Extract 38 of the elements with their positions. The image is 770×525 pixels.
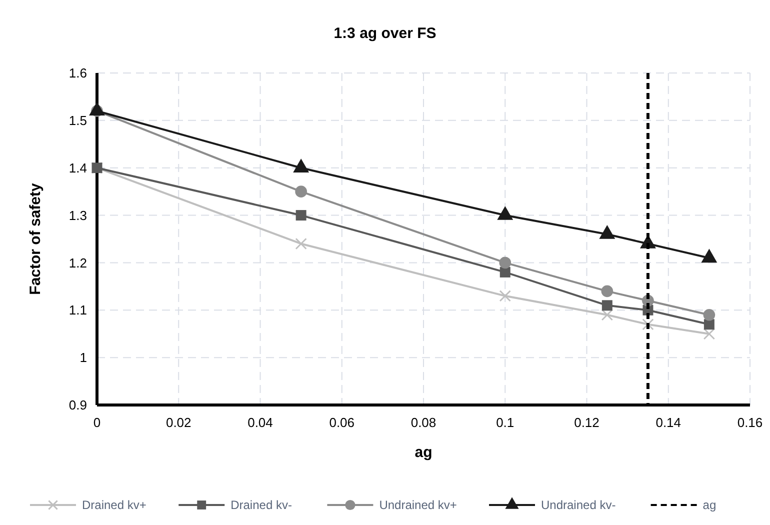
y-tick-label: 1.6 bbox=[68, 66, 87, 81]
legend-label: ag bbox=[702, 498, 716, 512]
x-tick-label: 0.12 bbox=[574, 415, 600, 430]
y-tick-label: 1.5 bbox=[68, 112, 87, 128]
point bbox=[296, 210, 306, 221]
point bbox=[601, 309, 614, 321]
point bbox=[703, 308, 716, 321]
legend-label: Drained kv- bbox=[230, 498, 292, 512]
x-tick-label: 0 bbox=[93, 415, 101, 430]
point bbox=[703, 328, 716, 340]
point bbox=[295, 238, 307, 250]
point bbox=[500, 266, 510, 278]
x-axis-title: ag bbox=[414, 444, 432, 461]
y-tick-label: 1.4 bbox=[68, 160, 87, 176]
point bbox=[602, 300, 612, 311]
point bbox=[642, 318, 654, 330]
y-tick-label: 1.2 bbox=[68, 255, 87, 270]
point bbox=[499, 256, 512, 269]
x-tick-label: 0.16 bbox=[737, 415, 763, 430]
legend-label: Undrained kv- bbox=[541, 498, 616, 512]
point bbox=[601, 285, 614, 298]
x-tick-label: 0.06 bbox=[329, 415, 355, 430]
x-tick-label: 0.1 bbox=[496, 415, 514, 430]
point bbox=[295, 186, 307, 198]
y-tick-label: 1 bbox=[80, 350, 87, 366]
point bbox=[704, 319, 714, 330]
x-tick-label: 0.14 bbox=[656, 415, 682, 430]
y-tick-label: 1.3 bbox=[68, 208, 87, 223]
point bbox=[499, 290, 511, 302]
y-tick-label: 0.9 bbox=[68, 398, 87, 413]
chart-title: 1:3 ag over FS bbox=[334, 25, 436, 42]
y-axis-title: Factor of safety bbox=[27, 182, 44, 295]
y-tick-label: 1.1 bbox=[68, 302, 87, 318]
legend-label: Undrained kv+ bbox=[379, 498, 457, 512]
x-tick-label: 0.08 bbox=[410, 415, 436, 430]
legend-label: Drained kv+ bbox=[82, 498, 146, 512]
x-tick-label: 0.02 bbox=[166, 415, 192, 430]
x-tick-label: 0.04 bbox=[248, 415, 273, 430]
